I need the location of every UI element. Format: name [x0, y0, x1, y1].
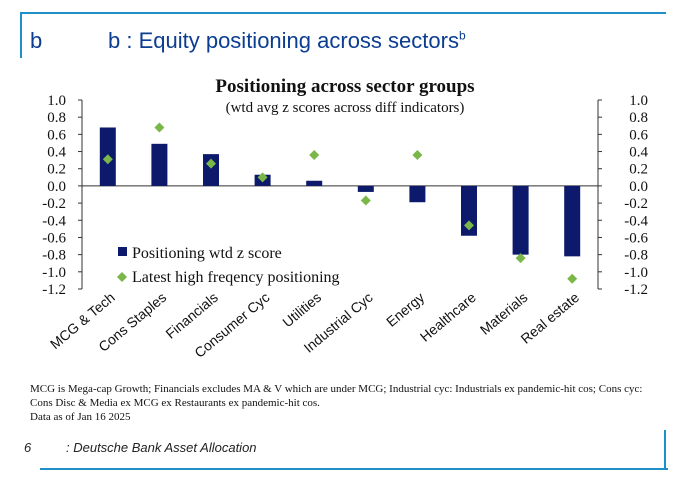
- x-tick-label: Energy: [383, 289, 427, 330]
- marker-industrial-cyc: [360, 195, 371, 206]
- right-y-tick-label: -0.6: [624, 230, 648, 246]
- frame-top-border: [20, 12, 666, 14]
- bar-utilities: [306, 180, 323, 186]
- right-y-tick-label: -1.0: [624, 265, 648, 281]
- bar-healthcare: [461, 185, 477, 236]
- bar-financials: [203, 154, 219, 186]
- legend-bar-label: Positioning wtd z score: [132, 245, 282, 262]
- left-y-tick-label: 1.0: [47, 93, 66, 109]
- right-y-tick-label: -1.2: [624, 282, 648, 298]
- x-tick-label: Utilities: [279, 289, 324, 330]
- frame-left-border: [20, 12, 22, 58]
- right-y-tick-label: 0.8: [629, 110, 648, 126]
- marker-financials: [206, 158, 216, 169]
- marker-cons-staples: [154, 122, 165, 133]
- right-y-tick-label: 1.0: [629, 93, 648, 109]
- figure-title-text: b : Equity positioning across sectors: [108, 28, 459, 53]
- marker-consumer-cyc: [257, 172, 268, 183]
- figure-title-superscript: b: [458, 28, 466, 43]
- right-y-tick-label: -0.8: [624, 248, 648, 264]
- left-y-tick-label: -1.0: [42, 265, 66, 281]
- left-y-tick-label: 0.6: [47, 127, 66, 143]
- bar-materials: [512, 185, 529, 255]
- legend-marker-label: Latest high freqency positioning: [132, 269, 340, 286]
- legend-bar-swatch: [118, 247, 127, 256]
- frame-bottom-border: [40, 468, 668, 470]
- marker-materials: [515, 253, 526, 264]
- right-y-tick-label: -0.2: [624, 196, 648, 212]
- notes-data-date: Data as of Jan 16 2025: [30, 411, 131, 423]
- marker-healthcare: [464, 220, 474, 231]
- right-y-tick-label: 0.6: [629, 127, 648, 143]
- left-y-tick-label: 0.0: [47, 179, 66, 195]
- notes-definitions: MCG is Mega-cap Growth; Financials exclu…: [30, 383, 643, 409]
- x-tick-label: Healthcare: [417, 289, 479, 345]
- left-y-tick-label: -0.2: [42, 196, 66, 212]
- right-y-tick-label: -0.4: [624, 213, 648, 229]
- marker-energy: [412, 149, 423, 160]
- left-y-tick-label: -1.2: [42, 282, 66, 298]
- right-y-tick-label: 0.2: [629, 162, 648, 178]
- chart-subtitle: (wtd avg z scores across diff indicators…: [226, 100, 465, 116]
- frame-right-border: [664, 430, 666, 470]
- chart-notes: MCG is Mega-cap Growth; Financials exclu…: [30, 382, 650, 424]
- chart-title: Positioning across sector groups: [215, 76, 474, 97]
- marker-real-estate: [567, 273, 578, 284]
- legend-marker-swatch: [117, 272, 127, 282]
- positioning-chart: Positioning across sector groups (wtd av…: [42, 76, 648, 361]
- marker-utilities: [309, 149, 320, 160]
- bar-industrial-cyc: [357, 185, 374, 192]
- page-number: 6: [24, 440, 32, 455]
- marker-mcg-tech: [102, 154, 113, 165]
- left-y-tick-label: -0.6: [42, 230, 66, 246]
- figure-label: b: [30, 28, 43, 53]
- right-y-tick-label: 0.4: [629, 145, 648, 161]
- left-y-tick-label: 0.4: [47, 145, 66, 161]
- bar-energy: [409, 185, 426, 203]
- bar-cons-staples: [151, 143, 168, 186]
- left-y-tick-label: 0.8: [47, 110, 66, 126]
- right-y-tick-label: 0.0: [629, 179, 648, 195]
- bar-real-estate: [564, 185, 581, 257]
- left-y-tick-label: -0.4: [42, 213, 66, 229]
- figure-title: b : Equity positioning across sectorsb: [108, 28, 466, 54]
- left-y-tick-label: -0.8: [42, 248, 66, 264]
- left-y-tick-label: 0.2: [47, 162, 66, 178]
- source-line: : Deutsche Bank Asset Allocation: [66, 440, 257, 455]
